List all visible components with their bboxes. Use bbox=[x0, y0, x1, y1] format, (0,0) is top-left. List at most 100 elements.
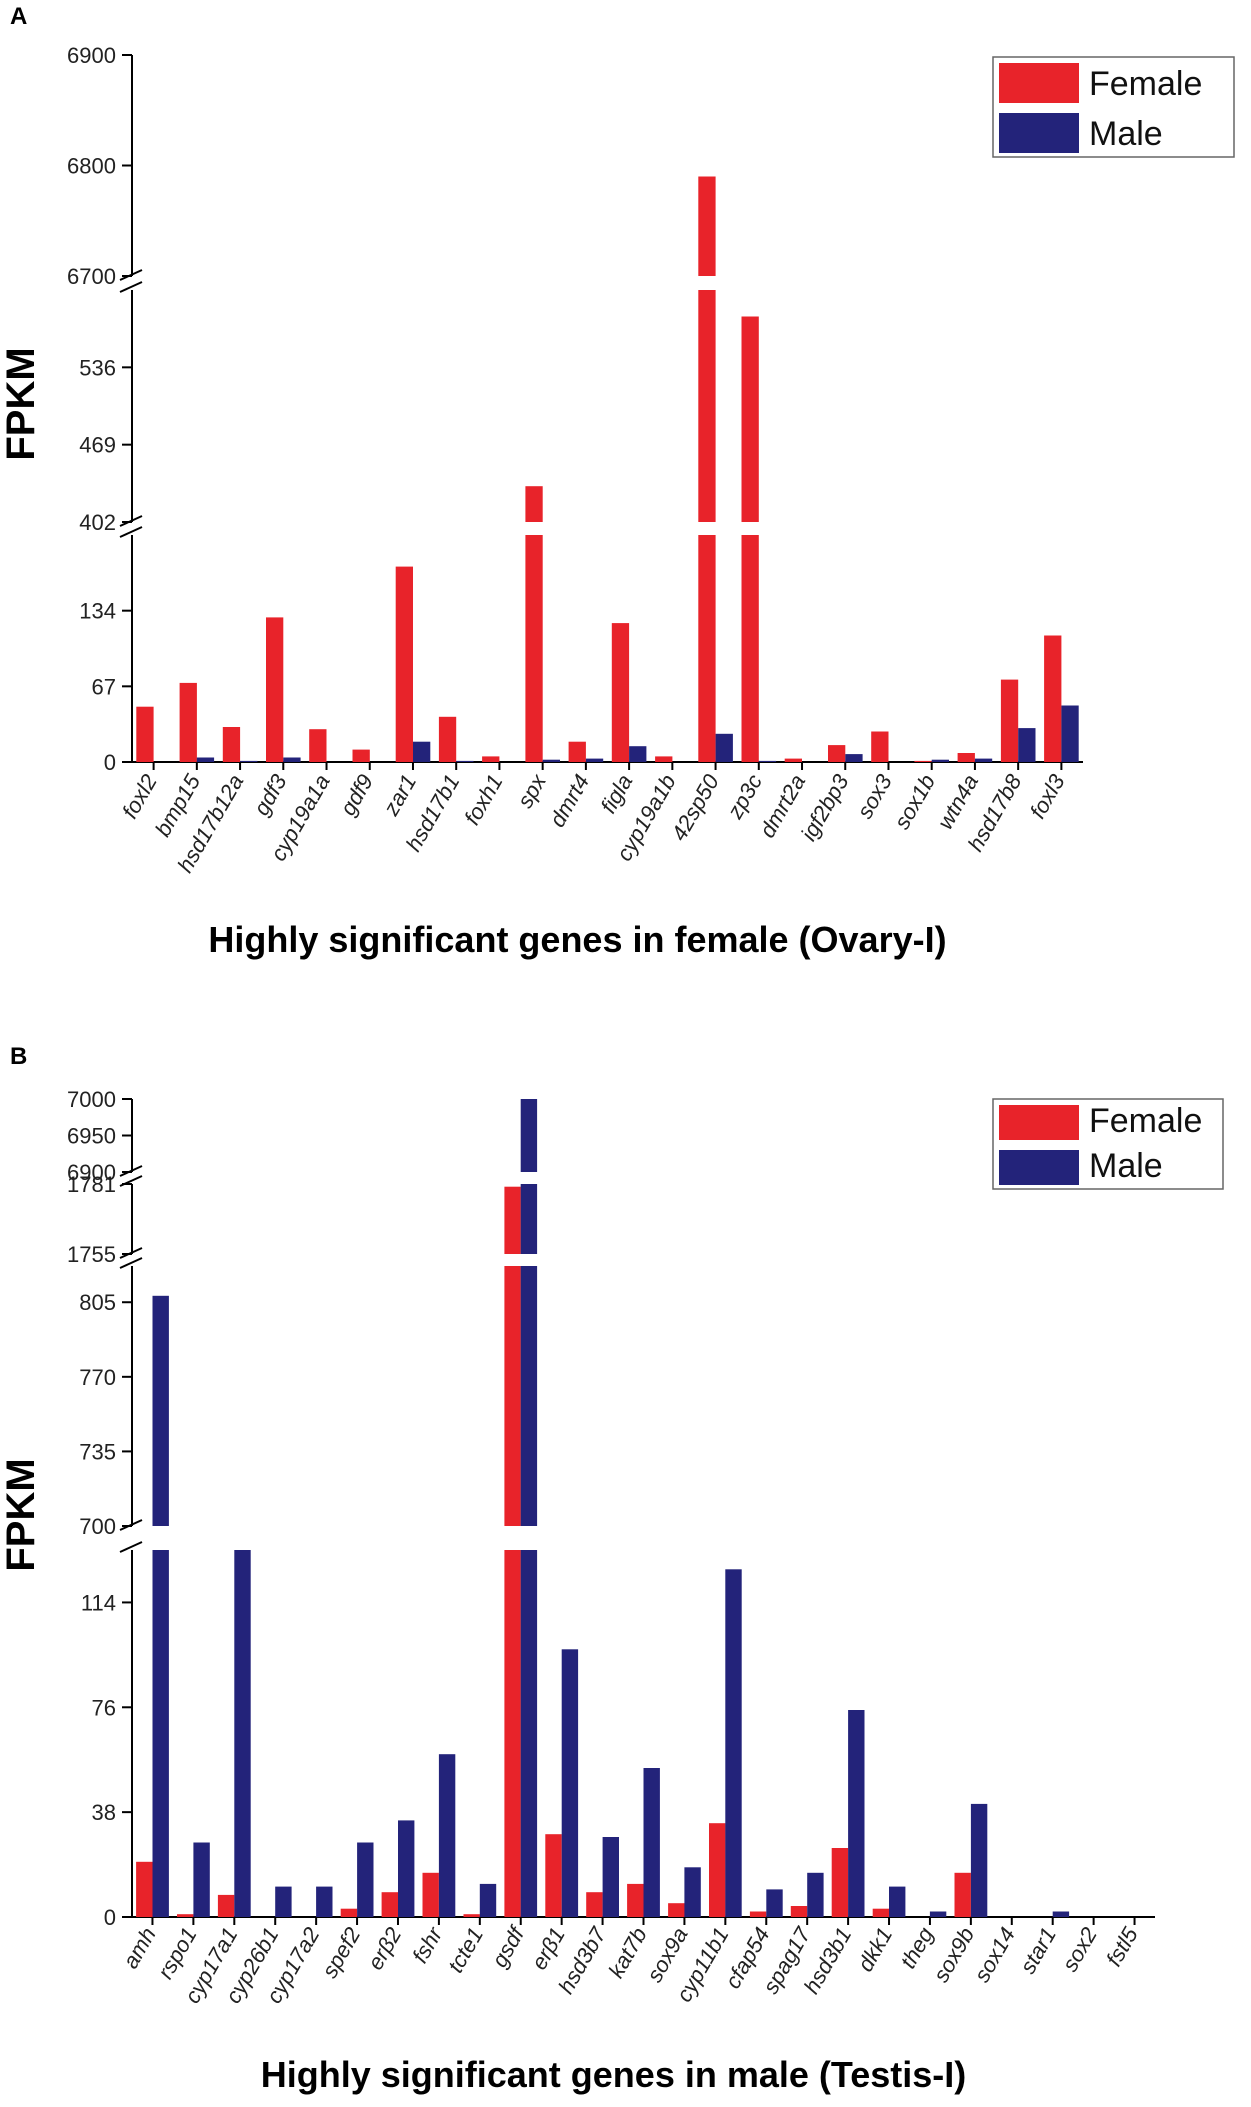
bar-female bbox=[340, 1908, 358, 1917]
bar-break-gap bbox=[233, 1526, 252, 1550]
x-tick-label: gdf3 bbox=[249, 769, 292, 819]
y-tick-label: 0 bbox=[104, 750, 116, 775]
bar-female bbox=[1000, 679, 1019, 762]
bar-female bbox=[627, 1883, 644, 1917]
x-tick-label: sox9b bbox=[928, 1923, 979, 1986]
y-tick-label: 6800 bbox=[67, 154, 116, 179]
y-tick-label: 6950 bbox=[67, 1124, 116, 1149]
x-tick-label: foxh1 bbox=[459, 770, 508, 829]
y-tick-label: 536 bbox=[79, 355, 116, 380]
y-axis-label: FPKM bbox=[0, 347, 43, 460]
legend-swatch-female bbox=[999, 1105, 1079, 1140]
chart-a: A067134402469536670068006900foxl2bmp15hs… bbox=[0, 3, 1235, 960]
bar-male bbox=[479, 1883, 497, 1917]
bar-male bbox=[929, 1911, 947, 1917]
bar-female bbox=[395, 566, 413, 762]
legend-label-male: Male bbox=[1089, 1147, 1163, 1185]
bar-male bbox=[766, 1889, 783, 1917]
bar-female bbox=[655, 756, 673, 762]
bar-male bbox=[357, 1842, 374, 1917]
y-tick-label: 1755 bbox=[67, 1242, 116, 1267]
y-tick-label: 700 bbox=[79, 1514, 116, 1539]
legend-label-female: Female bbox=[1089, 65, 1202, 103]
y-tick-label: 0 bbox=[104, 1905, 116, 1930]
panel-label: B bbox=[10, 1043, 27, 1070]
x-tick-label: sox2 bbox=[1057, 1923, 1102, 1976]
bar-male bbox=[316, 1886, 333, 1917]
bar-break-gap bbox=[697, 522, 717, 535]
y-tick-label: 6900 bbox=[67, 1160, 116, 1185]
bar-female bbox=[741, 316, 759, 762]
bar-female bbox=[266, 617, 284, 762]
bar-male bbox=[974, 758, 993, 762]
x-tick-label: dkk1 bbox=[852, 1923, 897, 1976]
bar-female bbox=[954, 1872, 971, 1917]
bar-female bbox=[352, 749, 370, 762]
bar-female bbox=[872, 1908, 890, 1917]
legend-swatch-male bbox=[999, 1150, 1079, 1185]
x-tick-label: sox3 bbox=[852, 769, 897, 822]
bar-female bbox=[784, 758, 802, 762]
y-tick-label: 7000 bbox=[67, 1087, 116, 1112]
bar-male bbox=[602, 1837, 619, 1917]
y-tick-label: 114 bbox=[81, 1590, 116, 1615]
bar-male bbox=[438, 1754, 456, 1917]
bar-male bbox=[275, 1886, 292, 1917]
bar-break-gap bbox=[524, 522, 544, 535]
bar-female bbox=[1044, 635, 1062, 762]
legend-label-female: Female bbox=[1089, 1102, 1202, 1140]
bar-female bbox=[914, 760, 932, 762]
x-tick-label: tcte1 bbox=[443, 1923, 489, 1977]
bar-male bbox=[848, 1710, 865, 1917]
y-tick-label: 1781 bbox=[67, 1172, 116, 1197]
x-tick-label: fshr bbox=[407, 1922, 448, 1968]
bar-female bbox=[309, 729, 327, 762]
bar-female bbox=[545, 1834, 562, 1917]
bar-break-gap bbox=[740, 522, 760, 535]
bar-male bbox=[193, 1842, 210, 1917]
x-tick-label: gsdf bbox=[487, 1921, 531, 1972]
bar-female bbox=[790, 1906, 808, 1917]
bar-male bbox=[643, 1768, 660, 1917]
bar-male bbox=[715, 733, 733, 762]
bar-female bbox=[698, 176, 716, 762]
bar-male bbox=[398, 1820, 415, 1917]
bar-female bbox=[177, 1914, 194, 1917]
legend-swatch-male bbox=[999, 113, 1079, 153]
bar-female bbox=[871, 731, 889, 762]
bar-female bbox=[525, 486, 543, 762]
bar-male bbox=[520, 1099, 538, 1917]
bar-break-gap bbox=[519, 1172, 539, 1184]
bar-female bbox=[463, 1914, 480, 1917]
bar-female bbox=[831, 1848, 849, 1917]
panel-label: A bbox=[10, 3, 27, 30]
y-tick-label: 402 bbox=[79, 510, 116, 535]
bar-male bbox=[585, 758, 604, 762]
x-tick-label: spef2 bbox=[317, 1923, 366, 1982]
y-tick-label: 6900 bbox=[67, 43, 116, 68]
x-axis-label: Highly significant genes in female (Ovar… bbox=[208, 919, 946, 960]
x-tick-label: erβ2 bbox=[362, 1923, 406, 1974]
bar-female bbox=[179, 682, 197, 762]
bar-male bbox=[561, 1649, 579, 1917]
y-tick-label: 770 bbox=[79, 1365, 116, 1390]
x-tick-label: sox14 bbox=[969, 1923, 1020, 1986]
bar-male bbox=[283, 757, 301, 762]
x-tick-label: foxl3 bbox=[1025, 769, 1070, 822]
x-tick-label: spx bbox=[512, 769, 551, 812]
bar-male bbox=[1052, 1911, 1070, 1917]
bar-break-gap bbox=[503, 1526, 522, 1550]
bar-female bbox=[504, 1186, 521, 1917]
legend-swatch-female bbox=[999, 63, 1079, 103]
bar-male bbox=[542, 759, 560, 762]
bar-female bbox=[668, 1903, 685, 1917]
x-tick-label: sox1b bbox=[889, 770, 940, 833]
y-tick-label: 735 bbox=[79, 1439, 116, 1464]
x-tick-label: amh bbox=[118, 1923, 161, 1973]
bar-male bbox=[807, 1872, 824, 1917]
bar-female bbox=[828, 745, 846, 762]
y-tick-label: 67 bbox=[92, 674, 116, 699]
y-axis-label: FPKM bbox=[0, 1458, 43, 1571]
bar-female bbox=[482, 756, 500, 762]
bar-female bbox=[611, 623, 630, 762]
